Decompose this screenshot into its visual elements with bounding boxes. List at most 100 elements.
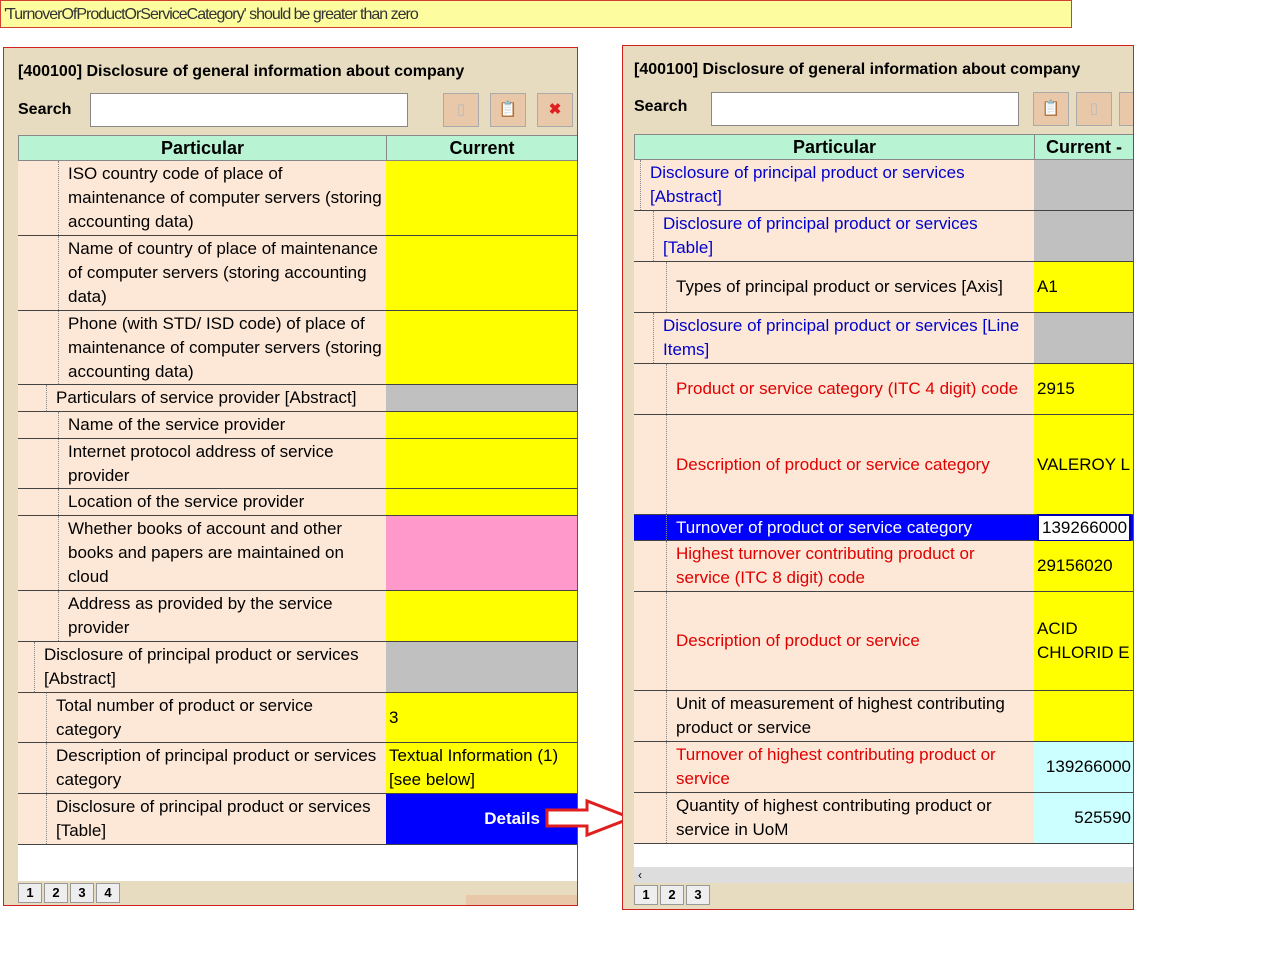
value-cell[interactable]: Textual Information (1) [see below]: [386, 743, 577, 793]
value-text: 139266000: [1045, 757, 1131, 776]
particular-cell: Disclosure of principal product or servi…: [634, 160, 1035, 210]
column-header-current[interactable]: Current: [386, 135, 577, 161]
search-label: Search: [18, 101, 72, 118]
copy-button[interactable]: ▯: [1076, 92, 1112, 126]
details-button[interactable]: Details: [386, 794, 577, 844]
page-button-1[interactable]: 1: [634, 885, 658, 905]
table-row[interactable]: Description of product or service catego…: [634, 415, 1133, 515]
table-row[interactable]: Location of the service provider: [18, 489, 577, 516]
value-cell[interactable]: [386, 489, 577, 515]
search-label: Search: [634, 98, 688, 115]
column-header-current[interactable]: Current -: [1034, 134, 1133, 160]
table-row[interactable]: ISO country code of place of maintenance…: [18, 161, 577, 236]
tree-line: [666, 592, 667, 690]
value-text: 3: [389, 707, 399, 727]
particular-cell: Description of principal product or serv…: [18, 743, 387, 793]
value-cell[interactable]: [1034, 691, 1133, 741]
value-cell[interactable]: [386, 161, 577, 235]
table-row[interactable]: Description of product or service ACID CH…: [634, 592, 1133, 691]
paste-button[interactable]: 📋: [490, 93, 526, 127]
value-cell[interactable]: [386, 439, 577, 488]
search-input[interactable]: [90, 93, 408, 127]
value-text: Textual Information (1) [see below]: [389, 746, 559, 789]
value-cell[interactable]: VALEROY L: [1034, 415, 1133, 514]
page-button-2[interactable]: 2: [660, 885, 684, 905]
value-input[interactable]: 139266000: [1037, 513, 1131, 542]
page-button-4[interactable]: 4: [96, 883, 120, 903]
particular-label: Description of product or service catego…: [676, 454, 990, 474]
table-row[interactable]: Whether books of account and other books…: [18, 516, 577, 591]
column-header-particular[interactable]: Particular: [634, 134, 1035, 160]
particular-label: Name of country of place of maintenance …: [68, 239, 378, 306]
value-text: Details: [484, 809, 540, 828]
tree-line: [666, 793, 667, 843]
delete-button[interactable]: ✖: [537, 93, 573, 127]
value-text: ACID CHLORID E: [1037, 619, 1130, 662]
table-row[interactable]: Address as provided by the service provi…: [18, 591, 577, 642]
page-button-3[interactable]: 3: [686, 885, 710, 905]
table-row[interactable]: Internet protocol address of service pro…: [18, 439, 577, 489]
value-cell[interactable]: [386, 642, 577, 692]
table-row[interactable]: Disclosure of principal product or servi…: [634, 211, 1133, 262]
value-cell[interactable]: [386, 236, 577, 310]
particular-cell: Total number of product or service categ…: [18, 693, 387, 742]
tree-line: [58, 236, 59, 310]
tree-line: [46, 693, 47, 742]
value-cell[interactable]: [1034, 211, 1133, 261]
value-cell[interactable]: [386, 385, 577, 411]
table-row[interactable]: Disclosure of principal product or servi…: [18, 794, 577, 845]
page-button-1[interactable]: 1: [18, 883, 42, 903]
horizontal-scrollbar[interactable]: ‹: [634, 867, 1133, 883]
value-cell[interactable]: 3: [386, 693, 577, 742]
value-cell[interactable]: 139266000: [1034, 513, 1133, 542]
table-row[interactable]: Name of country of place of maintenance …: [18, 236, 577, 311]
page-button-3[interactable]: 3: [70, 883, 94, 903]
value-cell[interactable]: 29156020: [1034, 541, 1133, 591]
table-row[interactable]: Particulars of service provider [Abstrac…: [18, 385, 577, 412]
value-cell[interactable]: [1034, 160, 1133, 210]
value-cell[interactable]: 139266000: [1034, 742, 1133, 792]
table-row[interactable]: Phone (with STD/ ISD code) of place of m…: [18, 311, 577, 385]
table-row[interactable]: Unit of measurement of highest contribut…: [634, 691, 1133, 742]
search-input[interactable]: [711, 92, 1019, 126]
particular-cell: Address as provided by the service provi…: [18, 591, 387, 641]
tree-line: [58, 412, 59, 438]
table-row[interactable]: Quantity of highest contributing product…: [634, 793, 1133, 844]
table-row[interactable]: Turnover of product or service category 1…: [634, 513, 1133, 542]
table-row[interactable]: Disclosure of principal product or servi…: [18, 642, 577, 693]
tree-line: [666, 742, 667, 792]
table-row[interactable]: Disclosure of principal product or servi…: [634, 160, 1133, 211]
column-header-particular[interactable]: Particular: [18, 135, 387, 161]
table-row[interactable]: Product or service category (ITC 4 digit…: [634, 364, 1133, 415]
particular-cell: Internet protocol address of service pro…: [18, 439, 387, 488]
value-cell[interactable]: [386, 591, 577, 641]
tree-line: [58, 516, 59, 590]
table-row[interactable]: Types of principal product or services […: [634, 262, 1133, 313]
particular-label: ISO country code of place of maintenance…: [68, 164, 382, 231]
value-cell[interactable]: 525590: [1034, 793, 1133, 843]
particular-cell: Disclosure of principal product or servi…: [634, 313, 1035, 363]
data-table: Particular Current ISO country code of p…: [18, 135, 577, 881]
table-row[interactable]: Highest turnover contributing product or…: [634, 541, 1133, 592]
value-text: 525590: [1074, 808, 1131, 827]
value-cell[interactable]: [386, 311, 577, 384]
particular-label: Description of principal product or serv…: [56, 746, 377, 789]
paste-button[interactable]: 📋: [1033, 92, 1069, 126]
value-cell[interactable]: [386, 412, 577, 438]
table-row[interactable]: Disclosure of principal product or servi…: [634, 313, 1133, 364]
value-cell[interactable]: A1: [1034, 262, 1133, 312]
value-cell[interactable]: [386, 516, 577, 590]
value-cell[interactable]: [1034, 313, 1133, 363]
tree-line: [46, 743, 47, 793]
table-row[interactable]: Turnover of highest contributing product…: [634, 742, 1133, 793]
value-cell[interactable]: ACID CHLORID E: [1034, 592, 1133, 690]
copy-button[interactable]: ▯: [443, 93, 479, 127]
particular-label: Highest turnover contributing product or…: [676, 544, 975, 587]
particular-cell: Location of the service provider: [18, 489, 387, 515]
value-cell[interactable]: 2915: [1034, 364, 1133, 414]
table-row[interactable]: Name of the service provider: [18, 412, 577, 439]
delete-button[interactable]: [1119, 92, 1133, 126]
table-row[interactable]: Total number of product or service categ…: [18, 693, 577, 743]
table-row[interactable]: Description of principal product or serv…: [18, 743, 577, 794]
page-button-2[interactable]: 2: [44, 883, 68, 903]
